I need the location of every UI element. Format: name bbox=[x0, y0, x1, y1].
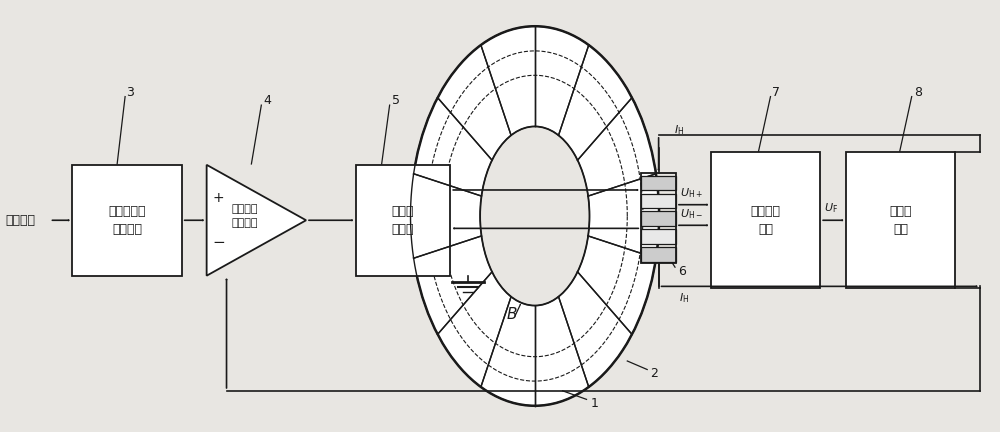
FancyBboxPatch shape bbox=[641, 176, 676, 190]
Text: $U_{\mathrm{H-}}$: $U_{\mathrm{H-}}$ bbox=[680, 207, 703, 221]
FancyBboxPatch shape bbox=[711, 152, 820, 289]
Text: +: + bbox=[213, 191, 224, 205]
Text: 差动放大
电路: 差动放大 电路 bbox=[751, 205, 781, 236]
FancyBboxPatch shape bbox=[356, 165, 450, 276]
Text: 输入波形: 输入波形 bbox=[6, 214, 36, 227]
Text: 前向运算
放大电路: 前向运算 放大电路 bbox=[231, 204, 258, 228]
Text: 1: 1 bbox=[591, 397, 598, 410]
Text: −: − bbox=[212, 235, 225, 250]
Text: $I_{\mathrm{H}}$: $I_{\mathrm{H}}$ bbox=[674, 123, 684, 137]
Text: $U_{\mathrm{F}}$: $U_{\mathrm{F}}$ bbox=[824, 201, 838, 215]
FancyBboxPatch shape bbox=[641, 229, 676, 244]
Text: 功率放
大电路: 功率放 大电路 bbox=[392, 205, 414, 236]
Text: 4: 4 bbox=[263, 94, 271, 108]
FancyBboxPatch shape bbox=[641, 212, 676, 226]
Text: 6: 6 bbox=[678, 265, 686, 278]
FancyBboxPatch shape bbox=[641, 247, 676, 262]
Text: 零点与幅値
调整电路: 零点与幅値 调整电路 bbox=[108, 205, 146, 236]
Text: 3: 3 bbox=[126, 86, 134, 99]
Text: 恒流源
电路: 恒流源 电路 bbox=[890, 205, 912, 236]
Ellipse shape bbox=[480, 127, 590, 305]
FancyBboxPatch shape bbox=[641, 194, 676, 208]
Text: $I_{\mathrm{H}}$: $I_{\mathrm{H}}$ bbox=[679, 292, 689, 305]
Ellipse shape bbox=[411, 26, 659, 406]
Text: 2: 2 bbox=[650, 367, 658, 380]
Text: 8: 8 bbox=[914, 86, 922, 99]
FancyBboxPatch shape bbox=[846, 152, 955, 289]
Text: $U_{\mathrm{H+}}$: $U_{\mathrm{H+}}$ bbox=[680, 186, 703, 200]
FancyBboxPatch shape bbox=[72, 165, 182, 276]
Polygon shape bbox=[207, 165, 306, 276]
Text: 5: 5 bbox=[392, 94, 400, 108]
Text: B: B bbox=[507, 307, 517, 321]
Text: 7: 7 bbox=[772, 86, 780, 99]
